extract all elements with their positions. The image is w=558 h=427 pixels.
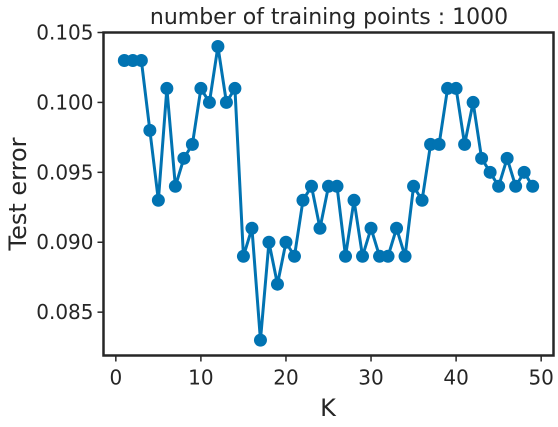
data-point (416, 194, 429, 207)
data-point (279, 236, 292, 249)
series-layer (118, 40, 539, 347)
data-point (186, 138, 199, 151)
y-tick-label: 0.085 (36, 300, 93, 324)
data-point (211, 40, 224, 53)
y-axis: 0.085 0.090 0.095 0.100 0.105 (36, 21, 103, 325)
data-point (348, 194, 361, 207)
data-point (450, 82, 463, 95)
data-point (203, 96, 216, 109)
x-tick-label: 0 (109, 366, 122, 390)
data-point (390, 222, 403, 235)
data-point (339, 250, 352, 263)
y-tick-label: 0.105 (36, 21, 93, 45)
y-tick-label: 0.090 (36, 230, 93, 254)
data-point (152, 194, 165, 207)
data-point (492, 180, 505, 193)
plot-area (104, 33, 554, 356)
data-point (313, 222, 326, 235)
data-point (169, 180, 182, 193)
data-point (305, 180, 318, 193)
data-point (407, 180, 420, 193)
data-point (220, 96, 233, 109)
data-point (143, 124, 156, 137)
x-axis: 0 10 20 30 40 50 (109, 356, 553, 390)
x-axis-label: K (320, 394, 337, 422)
chart-title: number of training points : 1000 (150, 5, 508, 30)
x-tick-label: 40 (443, 366, 468, 390)
data-point (296, 194, 309, 207)
data-point (135, 54, 148, 67)
data-point (228, 82, 241, 95)
data-point (271, 278, 284, 291)
data-point (237, 250, 250, 263)
y-tick-label: 0.095 (36, 160, 93, 184)
data-point (458, 138, 471, 151)
data-point (509, 180, 522, 193)
data-point (467, 96, 480, 109)
data-point (382, 250, 395, 263)
data-point (177, 152, 190, 165)
data-point (518, 166, 531, 179)
x-tick-label: 30 (358, 366, 383, 390)
y-tick-label: 0.100 (36, 90, 93, 114)
plot-frame (104, 33, 554, 356)
data-point (484, 166, 497, 179)
data-point (526, 180, 539, 193)
x-tick-label: 20 (273, 366, 298, 390)
data-point (194, 82, 207, 95)
y-axis-label: Test error (4, 137, 32, 251)
data-point (365, 222, 378, 235)
data-point (160, 82, 173, 95)
data-point (433, 138, 446, 151)
x-tick-label: 10 (188, 366, 213, 390)
data-point (399, 250, 412, 263)
data-point (262, 236, 275, 249)
data-point (288, 250, 301, 263)
data-point (254, 334, 267, 347)
data-point (475, 152, 488, 165)
series-line (124, 46, 532, 340)
data-point (501, 152, 514, 165)
x-tick-label: 50 (528, 366, 553, 390)
data-point (331, 180, 344, 193)
data-point (356, 250, 369, 263)
data-point (245, 222, 258, 235)
